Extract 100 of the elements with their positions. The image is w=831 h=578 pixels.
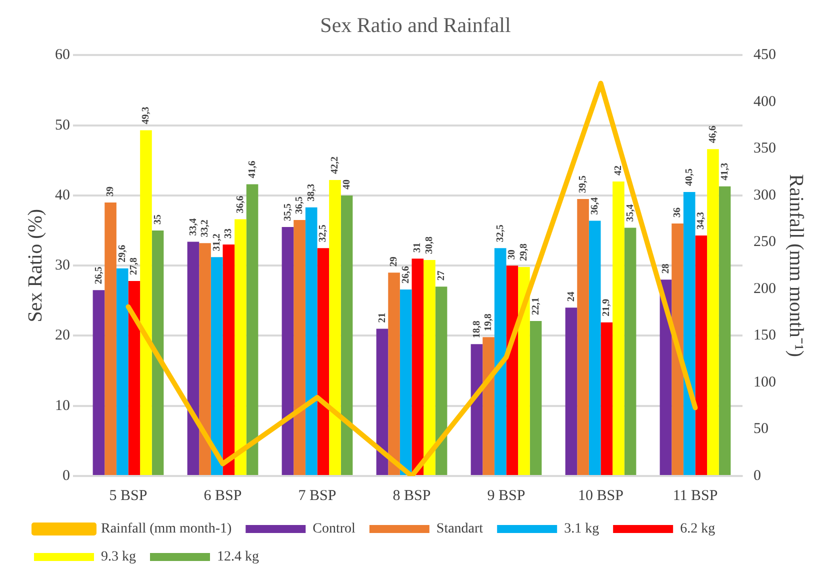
x-tick-label: 6 BSP [204, 488, 242, 504]
data-label: 39,5 [578, 175, 589, 193]
y2-tick-label: 350 [754, 140, 776, 157]
bar [305, 207, 318, 475]
chart-title: Sex Ratio and Rainfall [320, 13, 512, 38]
y-tick-label: 20 [55, 328, 70, 344]
data-label: 24 [566, 292, 577, 302]
legend-label: Control [312, 522, 356, 537]
data-label: 19,8 [483, 314, 494, 332]
bar [294, 220, 306, 475]
data-label: 31,2 [211, 234, 222, 252]
data-label: 39 [105, 186, 116, 196]
bar [518, 267, 530, 475]
data-label: 46,6 [708, 126, 719, 144]
data-label: 21 [376, 312, 388, 323]
data-label: 26,5 [93, 266, 104, 284]
bar [376, 328, 388, 475]
bar [683, 192, 696, 475]
y-axis-title: Sex Ratio (%) [24, 208, 46, 322]
data-label: 29,8 [518, 244, 530, 262]
y-tick-label: 30 [55, 258, 70, 274]
y2-tick-label: 100 [754, 374, 776, 390]
bar [600, 322, 613, 475]
data-label: 34,3 [696, 212, 707, 230]
data-label: 40,5 [684, 168, 695, 186]
bar [695, 235, 708, 475]
data-label: 29 [388, 256, 400, 267]
data-label: 33 [223, 228, 234, 239]
x-tick-label: 11 BSP [672, 488, 718, 504]
bar [128, 281, 140, 475]
y2-tick-label: 200 [754, 280, 776, 297]
bar [577, 198, 589, 475]
bar [718, 186, 731, 475]
data-label: 35,5 [282, 204, 294, 222]
legend-label: 6.2 kg [680, 522, 716, 537]
y2-tick-label: 450 [754, 47, 776, 64]
y2-tick-label: 0 [754, 468, 761, 484]
y-tick-label: 10 [55, 398, 70, 414]
bar [482, 337, 494, 475]
bar [282, 227, 294, 475]
legend-label: 3.1 kg [564, 522, 600, 537]
bar [707, 149, 719, 475]
data-label: 32,5 [494, 224, 506, 242]
x-tick-label: 9 BSP [487, 488, 526, 504]
data-label: 40 [341, 179, 352, 190]
bar [588, 220, 601, 475]
y2-tick-label: 300 [754, 187, 776, 204]
bar [199, 243, 211, 475]
bar [412, 258, 424, 475]
y2-tick-label: 250 [754, 234, 776, 250]
x-tick-label: 8 BSP [392, 488, 431, 504]
bar [388, 272, 400, 475]
bar [424, 260, 436, 475]
legend-label: 12.4 kg [217, 550, 259, 565]
y-tick-label: 50 [55, 117, 70, 134]
bar [104, 202, 116, 475]
data-label: 42,2 [330, 156, 341, 174]
data-label: 36 [672, 208, 684, 218]
bar [210, 257, 223, 475]
data-label: 26,6 [400, 266, 412, 284]
bar [92, 290, 105, 475]
bar [400, 289, 412, 475]
data-label: 49,3 [140, 106, 152, 124]
bar [506, 266, 518, 475]
bar [530, 321, 542, 475]
bar [116, 268, 128, 475]
legend-label: 9.3 kg [101, 550, 136, 565]
data-label: 18,8 [471, 320, 482, 338]
bar [624, 228, 636, 475]
data-label: 29,6 [116, 244, 128, 262]
legend-label: Rainfall (mm month-1) [101, 522, 232, 537]
data-label: 32,5 [318, 224, 329, 242]
y2-tick-label: 50 [754, 421, 768, 438]
data-label: 36,4 [589, 197, 600, 215]
bar [152, 230, 164, 475]
x-tick-label: 7 BSP [298, 488, 336, 504]
bar [234, 219, 246, 475]
bar [565, 308, 578, 475]
bar [435, 286, 448, 475]
y2-tick-label: 400 [754, 94, 776, 110]
data-label: 41,3 [719, 162, 730, 180]
data-label: 35,4 [624, 204, 636, 222]
data-label: 36,6 [235, 196, 246, 214]
data-label: 35 [152, 214, 164, 225]
data-label: 27,8 [128, 258, 140, 276]
bar [246, 184, 258, 475]
data-label: 30,8 [424, 236, 436, 254]
legend-label: Standart [436, 522, 484, 537]
x-tick-label: 10 BSP [578, 488, 624, 504]
data-label: 33,4 [188, 218, 199, 236]
bar [317, 248, 330, 475]
data-label: 36,5 [294, 196, 306, 214]
data-label: 28 [660, 264, 672, 274]
bar [329, 180, 341, 475]
bar [612, 181, 624, 475]
data-label: 21,9 [601, 298, 612, 316]
bar [470, 344, 483, 475]
data-label: 41,6 [246, 160, 258, 178]
bar [187, 242, 200, 475]
data-label: 22,1 [530, 298, 542, 316]
